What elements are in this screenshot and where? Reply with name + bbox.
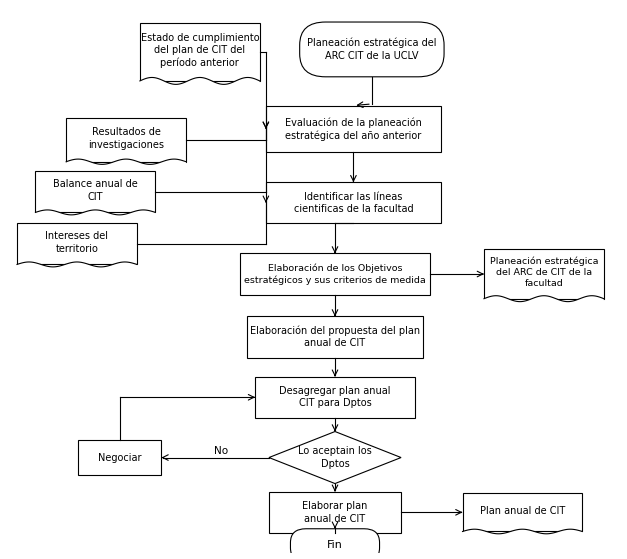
FancyBboxPatch shape	[240, 253, 430, 295]
Polygon shape	[17, 262, 137, 268]
Polygon shape	[66, 159, 186, 165]
FancyBboxPatch shape	[248, 316, 423, 358]
Text: Fin: Fin	[327, 540, 343, 550]
Text: Elaboración de los Objetivos
estratégicos y sus criterios de medida: Elaboración de los Objetivos estratégico…	[244, 263, 426, 285]
Polygon shape	[484, 296, 604, 303]
Polygon shape	[269, 432, 401, 484]
FancyBboxPatch shape	[484, 249, 604, 299]
Text: Elaboración del propuesta del plan
anual de CIT: Elaboración del propuesta del plan anual…	[250, 325, 420, 348]
Text: Intereses del
territorio: Intereses del territorio	[45, 231, 108, 254]
FancyBboxPatch shape	[255, 377, 415, 418]
FancyBboxPatch shape	[463, 493, 582, 532]
Text: Resultados de
investigaciones: Resultados de investigaciones	[88, 127, 164, 150]
Polygon shape	[463, 529, 582, 535]
Text: Desagregar plan anual
CIT para Dptos: Desagregar plan anual CIT para Dptos	[279, 386, 391, 409]
FancyBboxPatch shape	[36, 171, 155, 212]
FancyBboxPatch shape	[266, 106, 441, 152]
Text: Elaborar plan
anual de CIT: Elaborar plan anual de CIT	[302, 501, 367, 524]
Text: Planeación estratégica
del ARC de CIT de la
facultad: Planeación estratégica del ARC de CIT de…	[490, 257, 598, 288]
Text: Planeación estratégica del
ARC CIT de la UCLV: Planeación estratégica del ARC CIT de la…	[307, 38, 436, 61]
Text: Identificar las líneas
cientificas de la facultad: Identificar las líneas cientificas de la…	[293, 192, 413, 214]
FancyBboxPatch shape	[17, 224, 137, 264]
Polygon shape	[140, 78, 260, 86]
FancyBboxPatch shape	[266, 182, 441, 224]
FancyBboxPatch shape	[66, 118, 186, 162]
Text: No: No	[214, 446, 228, 456]
FancyBboxPatch shape	[140, 23, 260, 81]
Text: Evaluación de la planeación
estratégica del año anterior: Evaluación de la planeación estratégica …	[285, 117, 422, 141]
Polygon shape	[36, 210, 155, 216]
FancyBboxPatch shape	[269, 492, 401, 533]
FancyBboxPatch shape	[300, 22, 444, 77]
Text: Estado de cumplimiento
del plan de CIT del
período anterior: Estado de cumplimiento del plan de CIT d…	[140, 33, 259, 68]
Text: Lo aceptain los
Dptos: Lo aceptain los Dptos	[298, 446, 372, 469]
FancyBboxPatch shape	[290, 529, 379, 559]
Text: Balance anual de
CIT: Balance anual de CIT	[53, 179, 138, 202]
Text: Plan anual de CIT: Plan anual de CIT	[480, 506, 565, 516]
FancyBboxPatch shape	[78, 440, 161, 475]
Text: Negociar: Negociar	[98, 453, 142, 462]
